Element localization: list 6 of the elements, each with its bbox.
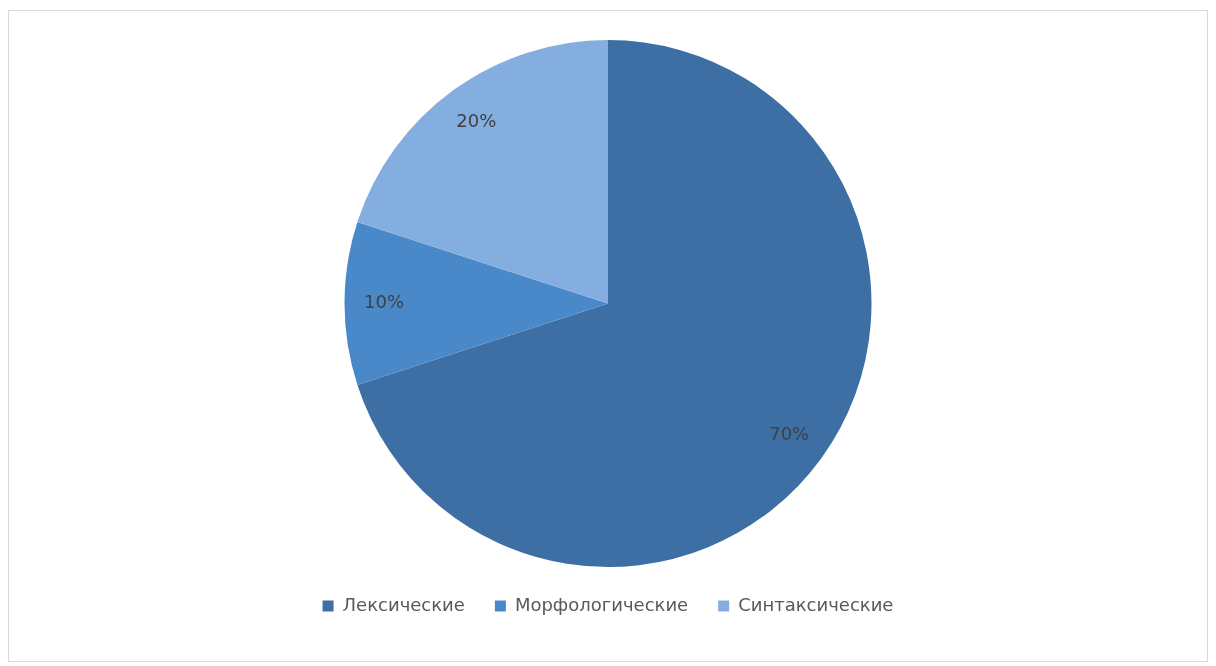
legend-label: Лексические bbox=[342, 593, 465, 615]
data-label: 70% bbox=[769, 422, 810, 444]
data-label: 10% bbox=[364, 291, 405, 313]
legend-label: Синтаксические bbox=[738, 593, 894, 615]
data-label: 20% bbox=[456, 109, 497, 131]
legend-label: Морфологические bbox=[514, 593, 689, 615]
